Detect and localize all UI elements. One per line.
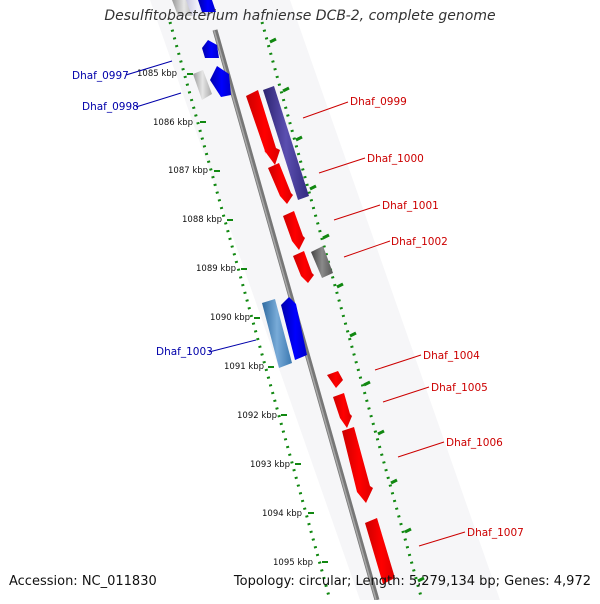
scale-label-1086: 1086 kbp — [153, 118, 193, 128]
gene-label-dhaf-1005[interactable]: Dhaf_1005 — [431, 382, 488, 394]
scale-label-1093: 1093 kbp — [250, 460, 290, 470]
gene-label-dhaf-1002[interactable]: Dhaf_1002 — [391, 236, 448, 248]
gene-label-dhaf-1001[interactable]: Dhaf_1001 — [382, 200, 439, 212]
gene-partial-top-blue[interactable] — [198, 0, 216, 12]
scale-label-1095: 1095 kbp — [273, 558, 313, 568]
gene-features — [172, 0, 395, 584]
gene-dhaf-1001[interactable] — [283, 211, 305, 250]
scale-label-1089: 1089 kbp — [196, 264, 236, 274]
gene-dhaf-1003-b[interactable] — [281, 297, 307, 360]
gene-label-dhaf-1004[interactable]: Dhaf_1004 — [423, 350, 480, 362]
gene-label-dhaf-0998[interactable]: Dhaf_0998 — [82, 101, 139, 113]
strip-background — [150, 0, 500, 600]
right-rail-ticks — [269, 37, 425, 583]
gene-labels: Dhaf_0997 Dhaf_0998 Dhaf_1003 Dhaf_0999 … — [72, 70, 524, 539]
scale-labels: 1085 kbp 1086 kbp 1087 kbp 1088 kbp 1089… — [137, 69, 313, 568]
topology-summary: Topology: circular; Length: 5,279,134 bp… — [233, 574, 591, 589]
scale-label-1090: 1090 kbp — [210, 313, 250, 323]
scale-label-1088: 1088 kbp — [182, 215, 222, 225]
gene-label-dhaf-1006[interactable]: Dhaf_1006 — [446, 437, 503, 449]
scale-label-1094: 1094 kbp — [262, 509, 302, 519]
left-rail-ticks — [187, 73, 328, 563]
gene-dhaf-1007[interactable] — [365, 518, 395, 584]
gene-label-dhaf-0997[interactable]: Dhaf_0997 — [72, 70, 129, 82]
scale-label-1092: 1092 kbp — [237, 411, 277, 421]
gene-dhaf-1006[interactable] — [342, 427, 373, 503]
gene-dhaf-1004[interactable] — [327, 371, 343, 388]
gene-dhaf-1000[interactable] — [263, 86, 309, 200]
map-title: Desulfitobacterium hafniense DCB-2, comp… — [104, 8, 496, 24]
gene-dhaf-0997[interactable] — [193, 70, 212, 100]
gene-dhaf-0999-b[interactable] — [268, 163, 293, 204]
scale-label-1085: 1085 kbp — [137, 69, 177, 79]
gene-label-dhaf-1000[interactable]: Dhaf_1000 — [367, 153, 424, 165]
gene-dhaf-1003[interactable] — [262, 299, 292, 368]
leader-lines — [125, 60, 466, 547]
gene-dhaf-0998[interactable] — [210, 66, 231, 97]
scale-label-1087: 1087 kbp — [168, 166, 208, 176]
scale-label-1091: 1091 kbp — [224, 362, 264, 372]
gene-dhaf-1002[interactable] — [311, 246, 333, 278]
gene-dhaf-0999[interactable] — [246, 90, 280, 165]
gene-label-dhaf-0999[interactable]: Dhaf_0999 — [350, 96, 407, 108]
accession-text: Accession: NC_011830 — [9, 574, 157, 589]
gene-dhaf-1005[interactable] — [333, 393, 352, 428]
gene-label-dhaf-1003[interactable]: Dhaf_1003 — [156, 346, 213, 358]
gene-red-near-1002[interactable] — [293, 251, 314, 283]
gene-label-dhaf-1007[interactable]: Dhaf_1007 — [467, 527, 524, 539]
gene-small-forward[interactable] — [202, 40, 219, 58]
